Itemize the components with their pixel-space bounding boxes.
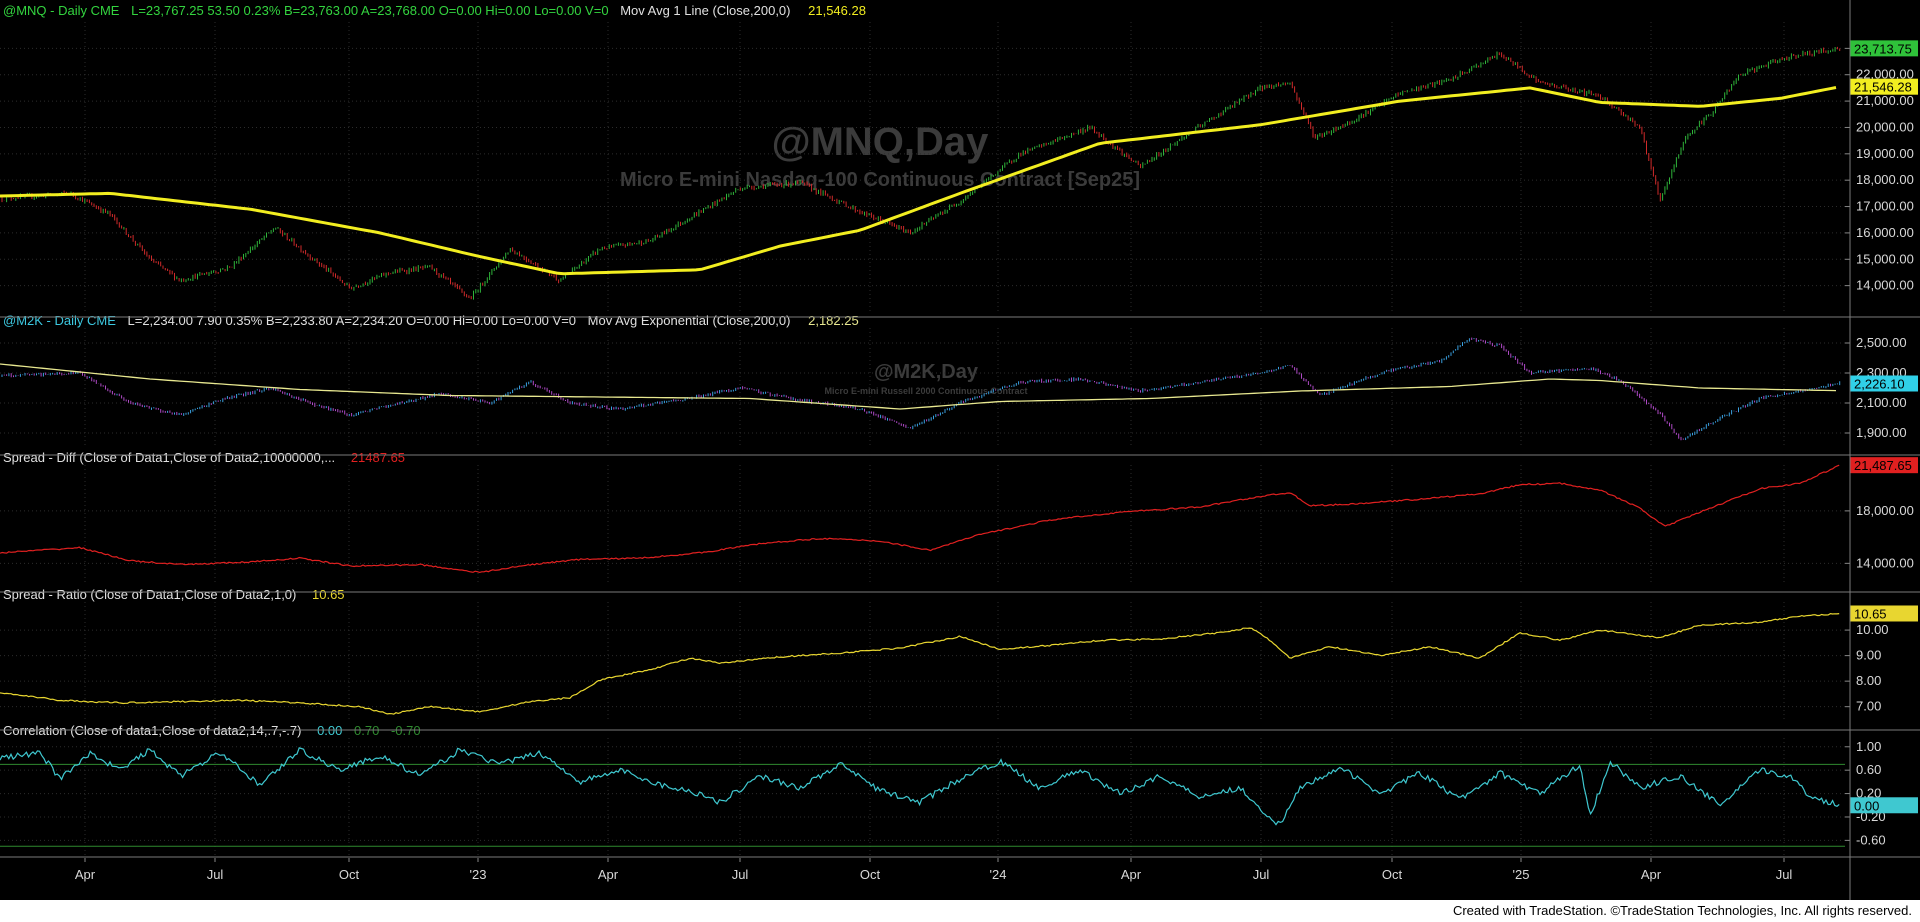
xtick-label: Jul <box>1253 867 1270 882</box>
xtick-label: '24 <box>990 867 1007 882</box>
ytick-label: 15,000.00 <box>1856 251 1914 266</box>
xtick-label: Oct <box>860 867 881 882</box>
ma-tag: 21,546.28 <box>1854 80 1912 95</box>
ytick-label: 10.00 <box>1856 622 1889 637</box>
xtick-label: Jul <box>207 867 224 882</box>
last-price-tag: 2,226.10 <box>1854 377 1905 392</box>
xtick-label: Oct <box>1382 867 1403 882</box>
candles <box>1 46 1841 300</box>
ytick-label: 0.20 <box>1856 786 1881 801</box>
last-price-tag-bg <box>1850 40 1918 57</box>
mnq-legend: @MNQ - Daily CME L=23,767.25 53.50 0.23%… <box>3 3 866 18</box>
ytick-label: 17,000.00 <box>1856 199 1914 214</box>
last-value-tag: 10.65 <box>1854 606 1887 621</box>
m2k-legend-quote: L=2,234.00 7.90 0.35% B=2,233.80 A=2,234… <box>128 313 577 328</box>
series-line <box>0 464 1840 574</box>
ytick-label: 14,000.00 <box>1856 555 1914 570</box>
ytick-label: 14,000.00 <box>1856 278 1914 293</box>
ytick-label: 22,000.00 <box>1856 67 1914 82</box>
ytick-label: 2,100.00 <box>1856 395 1907 410</box>
series-line <box>0 747 1840 826</box>
ytick-label: 18,000.00 <box>1856 172 1914 187</box>
candles <box>1 337 1841 441</box>
last-value-tag-bg <box>1850 605 1918 622</box>
footer-bar: Created with TradeStation. ©TradeStation… <box>0 900 1920 922</box>
last-price-tag: 23,713.75 <box>1854 41 1912 56</box>
xtick-label: Oct <box>339 867 360 882</box>
xtick-label: '23 <box>470 867 487 882</box>
last-value-tag-bg <box>1850 457 1918 474</box>
moving-average-line <box>0 86 1837 276</box>
mnq-legend-indicator: Mov Avg 1 Line (Close,200,0) <box>620 3 790 18</box>
xtick-label: Apr <box>75 867 96 882</box>
ytick-label: 0.60 <box>1856 762 1881 777</box>
mnq-price-panel[interactable]: @MNQ,Day Micro E-mini Nasdaq-100 Continu… <box>0 3 1918 312</box>
xtick-label: Jul <box>1776 867 1793 882</box>
m2k-legend-indicator-value: 2,182.25 <box>808 313 859 328</box>
m2k-watermark-subtitle: Micro E-mini Russell 2000 Continuous Con… <box>824 386 1027 396</box>
xtick-label: '25 <box>1513 867 1530 882</box>
mnq-legend-symbol: @MNQ - Daily CME <box>3 3 120 18</box>
xtick-label: Jul <box>732 867 749 882</box>
m2k-legend-symbol: @M2K - Daily CME <box>3 313 116 328</box>
ytick-label: 7.00 <box>1856 699 1881 714</box>
ema-line <box>0 363 1837 410</box>
ytick-label: 9.00 <box>1856 648 1881 663</box>
last-value-tag: 21,487.65 <box>1854 458 1912 473</box>
mnq-legend-indicator-value: 21,546.28 <box>808 3 866 18</box>
ytick-label: -0.60 <box>1856 832 1886 847</box>
ytick-label: 8.00 <box>1856 673 1881 688</box>
xtick-label: Apr <box>1121 867 1142 882</box>
xtick-label: Apr <box>598 867 619 882</box>
ma-tag-bg <box>1850 78 1918 95</box>
spread-diff-legend: Spread - Diff (Close of Data1,Close of D… <box>3 450 405 465</box>
spread-ratio-legend: Spread - Ratio (Close of Data1,Close of … <box>3 587 345 602</box>
last-price-tag-bg <box>1850 375 1918 392</box>
m2k-watermark-title: @M2K,Day <box>874 361 979 383</box>
spread-diff-panel[interactable]: 14,000.00 18,000.00 21,487.65 Spread - Dif… <box>0 450 1918 583</box>
ytick-label: 1.00 <box>1856 739 1881 754</box>
ytick-label: 21,000.00 <box>1856 93 1914 108</box>
ytick-label: 18,000.00 <box>1856 503 1914 518</box>
time-axis: Apr Jul Oct '23 Apr Jul Oct '24 Apr Jul Oct '25 Apr J… <box>75 858 1793 882</box>
spread-diff-legend-value: 21487.65 <box>351 450 405 465</box>
ytick-label: 2,500.00 <box>1856 335 1907 350</box>
ytick-label: 1,900.00 <box>1856 425 1907 440</box>
ytick-label: 16,000.00 <box>1856 225 1914 240</box>
m2k-legend: @M2K - Daily CME L=2,234.00 7.90 0.35% B… <box>3 313 859 328</box>
ytick-label: 19,000.00 <box>1856 146 1914 161</box>
spread-diff-legend-label: Spread - Diff (Close of Data1,Close of D… <box>3 450 335 465</box>
spread-ratio-legend-label: Spread - Ratio (Close of Data1,Close of … <box>3 587 296 602</box>
m2k-legend-indicator: Mov Avg Exponential (Close,200,0) <box>588 313 791 328</box>
series-line <box>0 612 1840 715</box>
panel-separators[interactable] <box>0 0 1920 900</box>
spread-ratio-legend-value: 10.65 <box>312 587 345 602</box>
footer-copyright: Created with TradeStation. ©TradeStation… <box>1452 903 1912 918</box>
mnq-legend-quote: L=23,767.25 53.50 0.23% B=23,763.00 A=23… <box>131 3 608 18</box>
ytick-label: 20,000.00 <box>1856 119 1914 134</box>
xtick-label: Apr <box>1641 867 1662 882</box>
last-value-tag: 0.00 <box>1854 798 1879 813</box>
mnq-watermark-title: @MNQ,Day <box>772 120 990 164</box>
last-value-tag-bg <box>1850 797 1918 814</box>
